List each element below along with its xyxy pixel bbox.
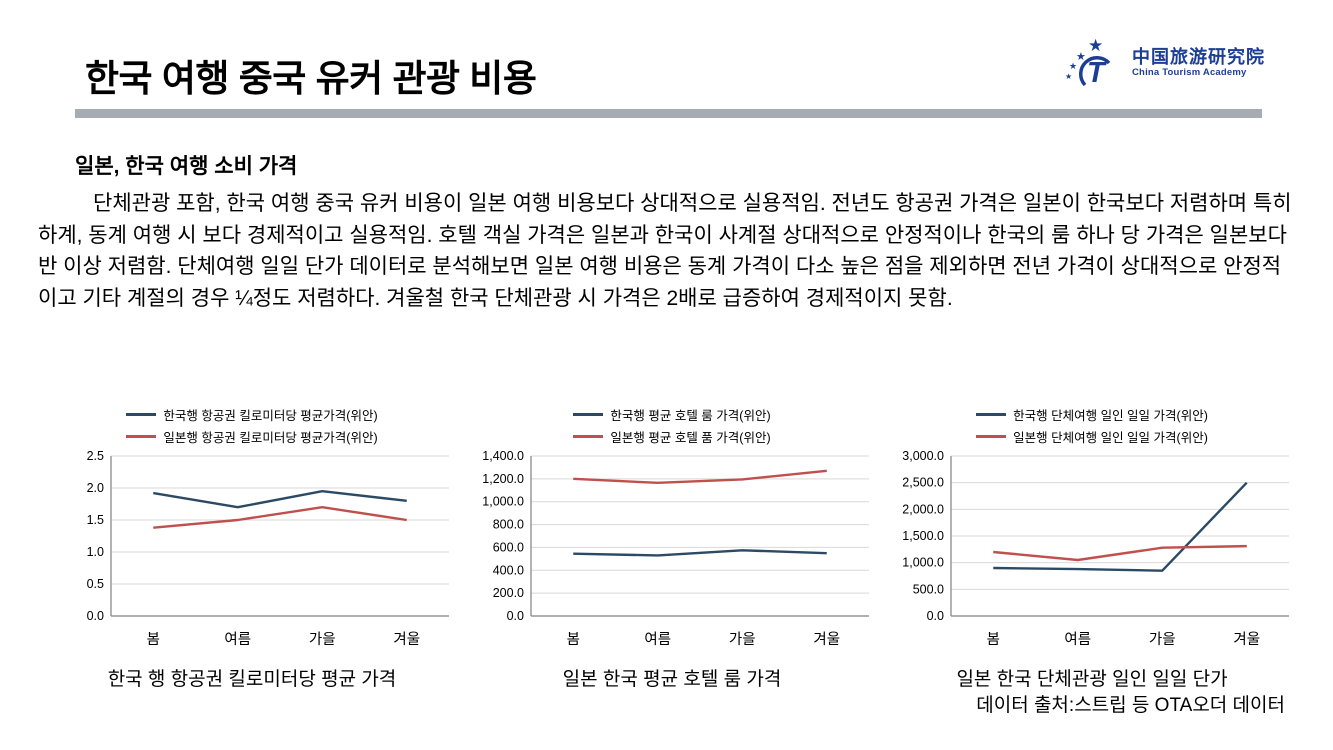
logo-text: 中国旅游研究院 China Tourism Academy xyxy=(1132,47,1265,79)
x-tick-label: 겨울 xyxy=(393,631,420,648)
y-tick-label: 400.0 xyxy=(493,563,524,577)
chart-plot: 0.0 500.0 1,000.0 1,500.0 2,000.0 2,500.0 3,00… xyxy=(887,448,1297,652)
legend-item: 한국행 평균 호텔 룸 가격(위안) xyxy=(573,405,771,424)
y-tick-label: 2.0 xyxy=(87,481,104,495)
y-tick-label: 800.0 xyxy=(493,518,524,532)
series-line xyxy=(993,481,1248,572)
y-tick-label: 0.0 xyxy=(507,609,524,623)
chart-canvas: 0.0 0.5 1.0 1.5 2.0 2.5 봄 여름 가을 겨울 xyxy=(87,449,449,648)
legend-item: 일본행 항공권 킬로미터당 평균가격(위안) xyxy=(126,427,378,446)
svg-text:T: T xyxy=(1087,57,1107,89)
legend-label: 일본행 단체여행 일인 일일 가격(위안) xyxy=(1013,431,1208,445)
y-tick-label: 600.0 xyxy=(493,540,524,554)
svg-text:★: ★ xyxy=(1076,51,1086,63)
x-tick-label: 여름 xyxy=(1064,631,1091,648)
title-underline-bar xyxy=(75,109,1262,118)
y-tick-label: 1,200.0 xyxy=(482,472,524,486)
logo: ★ ★ ★ ★ T 中国旅游研究院 China Tourism Academy xyxy=(1064,34,1265,92)
legend-item: 일본행 평균 호텔 품 가격(위안) xyxy=(573,427,771,446)
page-title: 한국 여행 중국 유커 관광 비용 xyxy=(85,58,537,99)
section-subtitle: 일본, 한국 여행 소비 가격 xyxy=(75,155,298,178)
y-tick-label: 0.0 xyxy=(87,609,104,623)
y-tick-label: 2,500.0 xyxy=(902,476,944,490)
chart-legend: 한국행 단체여행 일인 일일 가격(위안) 일본행 단체여행 일인 일일 가격(위… xyxy=(976,405,1208,446)
legend-label: 일본행 평균 호텔 품 가격(위안) xyxy=(610,431,771,445)
chart-plot: 0.0 0.5 1.0 1.5 2.0 2.5 봄 여름 가을 겨울 xyxy=(47,448,457,652)
svg-text:★: ★ xyxy=(1069,61,1077,71)
series-line xyxy=(573,549,827,557)
svg-text:★: ★ xyxy=(1065,72,1072,81)
legend-line-swatch xyxy=(573,413,604,416)
chart-airfare-per-km: 한국행 항공권 킬로미터당 평균가격(위안) 일본행 항공권 킬로미터당 평균가격… xyxy=(52,405,452,691)
legend-label: 일본행 항공권 킬로미터당 평균가격(위안) xyxy=(163,431,378,445)
legend-line-swatch xyxy=(573,435,604,438)
y-tick-label: 500.0 xyxy=(913,582,944,596)
chart-hotel-room-price: 한국행 평균 호텔 룸 가격(위안) 일본행 평균 호텔 품 가격(위안) 0.0… xyxy=(472,405,872,691)
body-paragraph: 단체관광 포함, 한국 여행 중국 유커 비용이 일본 여행 비용보다 상대적으… xyxy=(38,192,1292,310)
legend-label: 한국행 단체여행 일인 일일 가격(위안) xyxy=(1013,409,1208,423)
y-tick-label: 0.5 xyxy=(87,577,104,591)
chart-group-tour-daily-price: 한국행 단체여행 일인 일일 가격(위안) 일본행 단체여행 일인 일일 가격(위… xyxy=(892,405,1292,691)
data-source-note: 데이터 출처:스트립 등 OTA오더 데이터 xyxy=(976,695,1285,716)
x-tick-label: 겨울 xyxy=(1233,631,1260,648)
x-tick-label: 여름 xyxy=(224,631,251,648)
x-tick-label: 가을 xyxy=(309,631,336,648)
x-tick-label: 겨울 xyxy=(813,631,840,648)
legend-line-swatch xyxy=(976,413,1007,416)
x-tick-label: 가을 xyxy=(729,631,756,648)
legend-item: 한국행 단체여행 일인 일일 가격(위안) xyxy=(976,405,1208,424)
series-line xyxy=(153,506,407,529)
legend-item: 일본행 단체여행 일인 일일 가격(위안) xyxy=(976,427,1208,446)
y-tick-label: 1.0 xyxy=(87,545,104,559)
y-tick-label: 2.5 xyxy=(87,449,104,463)
y-tick-label: 1,000.0 xyxy=(902,556,944,570)
logo-name-cn: 中国旅游研究院 xyxy=(1132,47,1265,68)
legend-item: 한국행 항공권 킬로미터당 평균가격(위안) xyxy=(126,405,378,424)
x-tick-label: 봄 xyxy=(567,631,580,648)
legend-line-swatch xyxy=(126,413,157,416)
chart-legend: 한국행 항공권 킬로미터당 평균가격(위안) 일본행 항공권 킬로미터당 평균가격… xyxy=(126,405,378,446)
chart-caption: 한국 행 항공권 킬로미터당 평균 가격 xyxy=(107,669,397,690)
x-tick-label: 봄 xyxy=(147,631,160,648)
chart-legend: 한국행 평균 호텔 룸 가격(위안) 일본행 평균 호텔 품 가격(위안) xyxy=(573,405,771,446)
chart-caption: 일본 한국 평균 호텔 룸 가격 xyxy=(562,669,782,690)
chart-canvas: 0.0 200.0 400.0 600.0 800.0 1,000.0 1,200.0 1,4… xyxy=(482,449,869,648)
chart-plot: 0.0 200.0 400.0 600.0 800.0 1,000.0 1,200.0 1,4… xyxy=(467,448,877,652)
legend-line-swatch xyxy=(126,435,157,438)
y-tick-label: 1.5 xyxy=(87,513,104,527)
series-line xyxy=(993,544,1247,562)
y-tick-label: 1,000.0 xyxy=(482,495,524,509)
chart-caption: 일본 한국 단체관광 일인 일일 단가 xyxy=(956,669,1228,690)
y-tick-label: 3,000.0 xyxy=(902,449,944,463)
svg-text:★: ★ xyxy=(1088,36,1103,55)
logo-name-en: China Tourism Academy xyxy=(1132,66,1247,78)
y-tick-label: 1,400.0 xyxy=(482,449,524,463)
y-tick-label: 1,500.0 xyxy=(902,529,944,543)
y-tick-label: 2,000.0 xyxy=(902,502,944,516)
y-tick-label: 0.0 xyxy=(927,609,944,623)
x-tick-label: 봄 xyxy=(987,631,1000,648)
x-tick-label: 여름 xyxy=(644,631,671,648)
series-line xyxy=(153,490,407,509)
x-tick-label: 가을 xyxy=(1149,631,1176,648)
charts-row: 한국행 항공권 킬로미터당 평균가격(위안) 일본행 항공권 킬로미터당 평균가격… xyxy=(52,405,1292,691)
chart-canvas: 0.0 500.0 1,000.0 1,500.0 2,000.0 2,500.0 3,00… xyxy=(902,449,1289,648)
china-tourism-academy-logo-icon: ★ ★ ★ ★ T xyxy=(1065,36,1111,89)
legend-label: 한국행 항공권 킬로미터당 평균가격(위안) xyxy=(163,409,378,423)
series-line xyxy=(573,469,827,485)
legend-label: 한국행 평균 호텔 룸 가격(위안) xyxy=(610,409,771,423)
y-tick-label: 200.0 xyxy=(493,586,524,600)
legend-line-swatch xyxy=(976,435,1007,438)
